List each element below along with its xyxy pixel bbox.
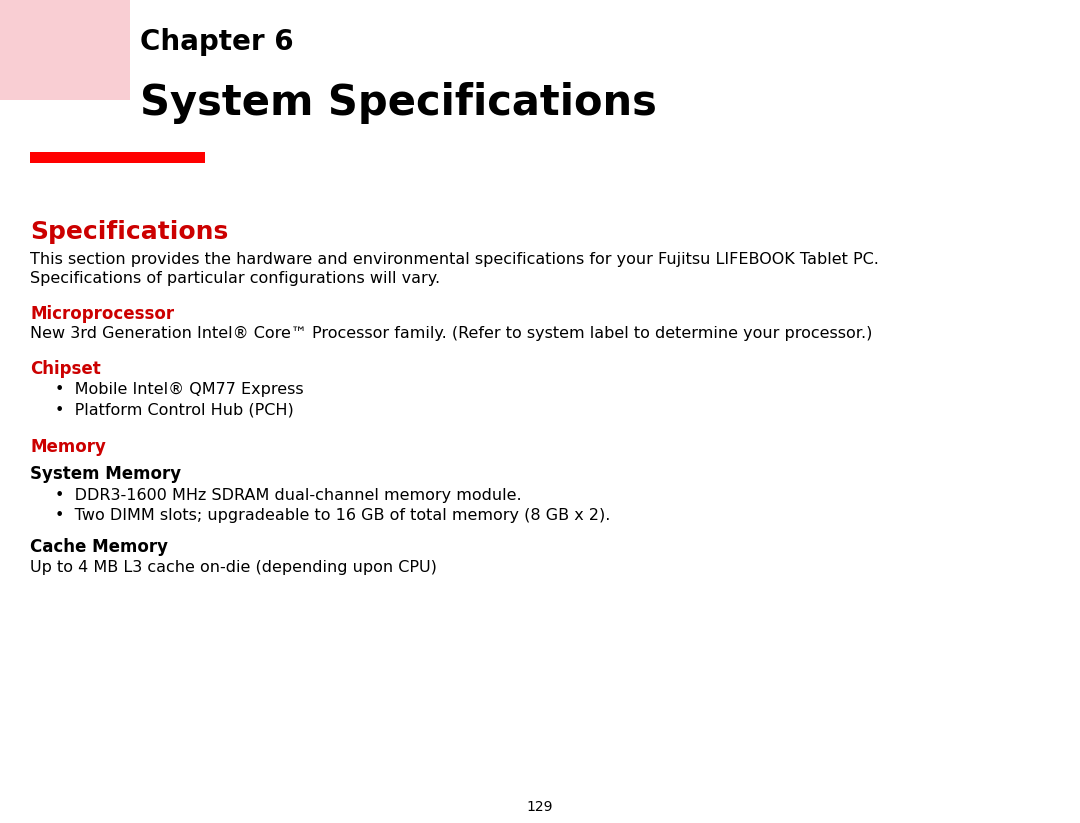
Text: 129: 129 <box>527 800 553 814</box>
Text: Chapter 6: Chapter 6 <box>140 28 294 56</box>
Bar <box>0 0 130 100</box>
Text: This section provides the hardware and environmental specifications for your Fuj: This section provides the hardware and e… <box>30 252 879 267</box>
Text: System Memory: System Memory <box>30 465 181 483</box>
Text: •  DDR3-1600 MHz SDRAM dual-channel memory module.: • DDR3-1600 MHz SDRAM dual-channel memor… <box>55 488 522 503</box>
Text: •  Platform Control Hub (PCH): • Platform Control Hub (PCH) <box>55 402 294 417</box>
Text: Up to 4 MB L3 cache on-die (depending upon CPU): Up to 4 MB L3 cache on-die (depending up… <box>30 560 437 575</box>
Text: Microprocessor: Microprocessor <box>30 305 174 323</box>
Text: •  Two DIMM slots; upgradeable to 16 GB of total memory (8 GB x 2).: • Two DIMM slots; upgradeable to 16 GB o… <box>55 508 610 523</box>
Text: •  Mobile Intel® QM77 Express: • Mobile Intel® QM77 Express <box>55 382 303 397</box>
Text: Memory: Memory <box>30 438 106 456</box>
Bar <box>30 152 205 163</box>
Text: Specifications of particular configurations will vary.: Specifications of particular configurati… <box>30 271 441 286</box>
Text: Cache Memory: Cache Memory <box>30 538 168 556</box>
Text: New 3rd Generation Intel® Core™ Processor family. (Refer to system label to dete: New 3rd Generation Intel® Core™ Processo… <box>30 326 873 341</box>
Text: Specifications: Specifications <box>30 220 228 244</box>
Text: System Specifications: System Specifications <box>140 82 657 124</box>
Text: Chipset: Chipset <box>30 360 100 378</box>
